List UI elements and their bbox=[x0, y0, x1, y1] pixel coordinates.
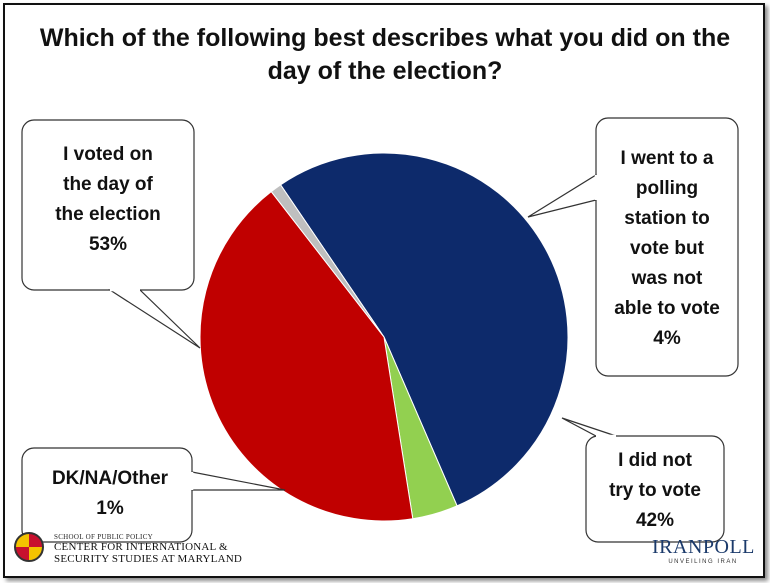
pie-slice-voted bbox=[279, 152, 569, 507]
callout-pointer-not-able bbox=[527, 173, 597, 218]
callout-pointer-did-not-try bbox=[561, 417, 617, 437]
pie-slice-dk-na-other bbox=[270, 184, 385, 338]
callout-box-voted bbox=[21, 119, 195, 291]
pie-slice-did-not-try bbox=[199, 190, 414, 522]
callout-label-not-able: I went to a polling station to vote but … bbox=[614, 148, 720, 349]
umd-seal-icon bbox=[14, 532, 44, 562]
callout-label-did-not-try: I did not try to vote 42% bbox=[609, 450, 701, 531]
iranpoll-tagline: UNVEILING IRAN bbox=[668, 559, 738, 565]
callout-pointer-voted bbox=[107, 289, 201, 349]
logo-school-text: SCHOOL OF PUBLIC POLICY bbox=[54, 533, 154, 541]
cissm-logo: SCHOOL OF PUBLIC POLICY CENTER FOR INTER… bbox=[14, 528, 244, 568]
callout-box-did-not-try bbox=[585, 435, 725, 543]
logo-center-line1: CENTER FOR INTERNATIONAL & bbox=[54, 541, 228, 553]
pie-slices bbox=[199, 152, 569, 522]
callout-box-not-able bbox=[595, 117, 739, 377]
callout-box-dk-na-other bbox=[21, 447, 193, 543]
iranpoll-name: IRANPOLL bbox=[652, 536, 755, 558]
callouts bbox=[21, 117, 739, 543]
callout-label-voted: I voted on the day of the election 53% bbox=[55, 144, 161, 255]
callout-label-dk-na-other: DK/NA/Other 1% bbox=[51, 468, 169, 519]
chart-title: Which of the following best describes wh… bbox=[39, 24, 731, 85]
iranpoll-logo: IRANPOLL UNVEILING IRAN bbox=[652, 536, 754, 570]
logo-center-line2: SECURITY STUDIES AT MARYLAND bbox=[54, 553, 243, 565]
